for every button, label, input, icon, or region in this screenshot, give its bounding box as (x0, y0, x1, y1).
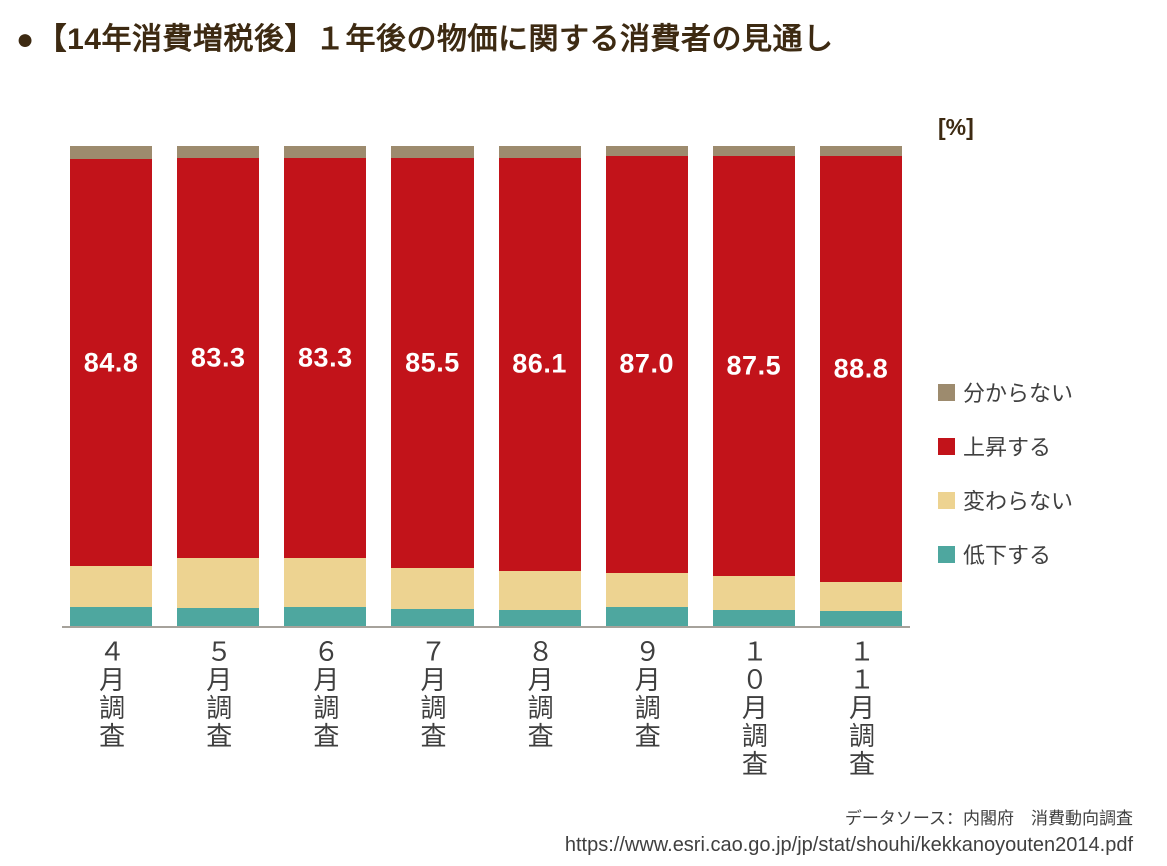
segment-分からない (819, 146, 902, 156)
segment-変わらない (605, 573, 688, 607)
segment-低下する (819, 610, 902, 626)
segment-分からない (498, 146, 581, 158)
legend-item-2: 上昇する (938, 430, 1167, 462)
bar-2: 83.3 (177, 146, 260, 626)
x-axis-label: １１月調査 (845, 638, 876, 778)
legend-swatch-icon (938, 545, 955, 563)
page-title: ●【14年消費増税後】１年後の物価に関する消費者の見通し (0, 0, 1167, 58)
x-axis-label: ６月調査 (309, 638, 340, 750)
segment-上昇する: 85.5 (391, 158, 474, 569)
legend: 分からない上昇する変わらない低下する (938, 376, 1167, 570)
bar-value-label: 86.1 (512, 348, 567, 379)
title-bullet-icon: ● (16, 23, 35, 56)
bar-value-label: 84.8 (83, 347, 139, 377)
segment-分からない (712, 146, 795, 156)
bar-5: 86.1 (498, 146, 581, 626)
bar-value-label: 87.5 (726, 350, 782, 381)
x-axis-label: ５月調査 (202, 638, 233, 750)
segment-低下する (605, 606, 688, 626)
footer: データソース：内閣府 消費動向調査 https://www.esri.cao.g… (0, 806, 1133, 858)
legend-item-3: 変わらない (938, 484, 1167, 516)
x-axis-label: ７月調査 (416, 638, 447, 750)
segment-上昇する: 83.3 (177, 158, 260, 558)
segment-変わらない (819, 581, 902, 611)
legend-label: 上昇する (963, 435, 1052, 460)
source-url-text: https://www.esri.cao.go.jp/jp/stat/shouh… (564, 833, 1133, 856)
chart-title: 【14年消費増税後】１年後の物価に関する消費者の見通し (36, 23, 834, 56)
plot-column: 84.8 83.3 83.3 85.5 86.1 87.0 87.5 88.8 ４月調査 ５月調… (62, 146, 910, 802)
right-gutter: [%] 分からない上昇する変わらない低下する (910, 114, 1167, 802)
segment-変わらない (391, 568, 474, 610)
unit-label: [%] (938, 114, 974, 140)
legend-label: 分からない (963, 381, 1074, 406)
x-axis-label: ８月調査 (524, 638, 555, 750)
segment-低下する (498, 610, 581, 626)
segment-上昇する: 87.5 (712, 155, 795, 576)
segment-変わらない (712, 575, 795, 611)
bar-6: 87.0 (605, 146, 688, 626)
bar-value-label: 83.3 (190, 342, 246, 373)
segment-分からない (391, 146, 474, 159)
bar-value-label: 88.8 (833, 353, 889, 384)
legend-swatch-icon (938, 491, 955, 509)
bar-8: 88.8 (819, 146, 902, 626)
bar-1: 84.8 (70, 146, 153, 626)
plot-area: 84.8 83.3 83.3 85.5 86.1 87.0 87.5 88.8 (62, 146, 910, 628)
segment-変わらない (177, 557, 260, 608)
segment-分からない (70, 146, 153, 159)
x-axis-label: １０月調査 (738, 638, 769, 778)
x-axis-labels: ４月調査 ５月調査 ６月調査 ７月調査 ８月調査 ９月調査 １０月調査 １１月調査 (62, 628, 910, 802)
x-axis-label: ４月調査 (95, 638, 126, 750)
bar-value-label: 87.0 (619, 348, 674, 379)
segment-上昇する: 87.0 (605, 155, 688, 574)
legend-item-1: 分からない (938, 376, 1167, 408)
bar-4: 85.5 (391, 146, 474, 626)
legend-swatch-icon (938, 383, 955, 401)
segment-変わらない (284, 557, 367, 607)
legend-label: 低下する (963, 543, 1052, 568)
segment-低下する (391, 609, 474, 626)
segment-分からない (177, 146, 260, 159)
legend-item-4: 低下する (938, 538, 1167, 570)
segment-上昇する: 86.1 (498, 157, 581, 571)
legend-label: 変わらない (963, 489, 1074, 514)
segment-上昇する: 88.8 (819, 155, 902, 582)
bar-value-label: 83.3 (298, 342, 353, 373)
x-axis-label: ９月調査 (631, 638, 662, 750)
segment-低下する (177, 607, 260, 626)
segment-低下する (284, 606, 367, 626)
segment-上昇する: 83.3 (284, 158, 367, 558)
segment-変わらない (70, 566, 153, 607)
data-source-text: データソース：内閣府 消費動向調査 (844, 809, 1133, 828)
segment-低下する (712, 610, 795, 626)
chart-area: 84.8 83.3 83.3 85.5 86.1 87.0 87.5 88.8 ４月調査 ５月調… (62, 114, 1167, 802)
segment-低下する (70, 606, 153, 626)
legend-swatch-icon (938, 437, 955, 455)
segment-分からない (605, 146, 688, 156)
bar-value-label: 85.5 (405, 347, 460, 378)
segment-変わらない (498, 570, 581, 611)
bar-3: 83.3 (284, 146, 367, 626)
segment-分からない (284, 146, 367, 159)
bar-7: 87.5 (712, 146, 795, 626)
segment-上昇する: 84.8 (70, 158, 153, 567)
